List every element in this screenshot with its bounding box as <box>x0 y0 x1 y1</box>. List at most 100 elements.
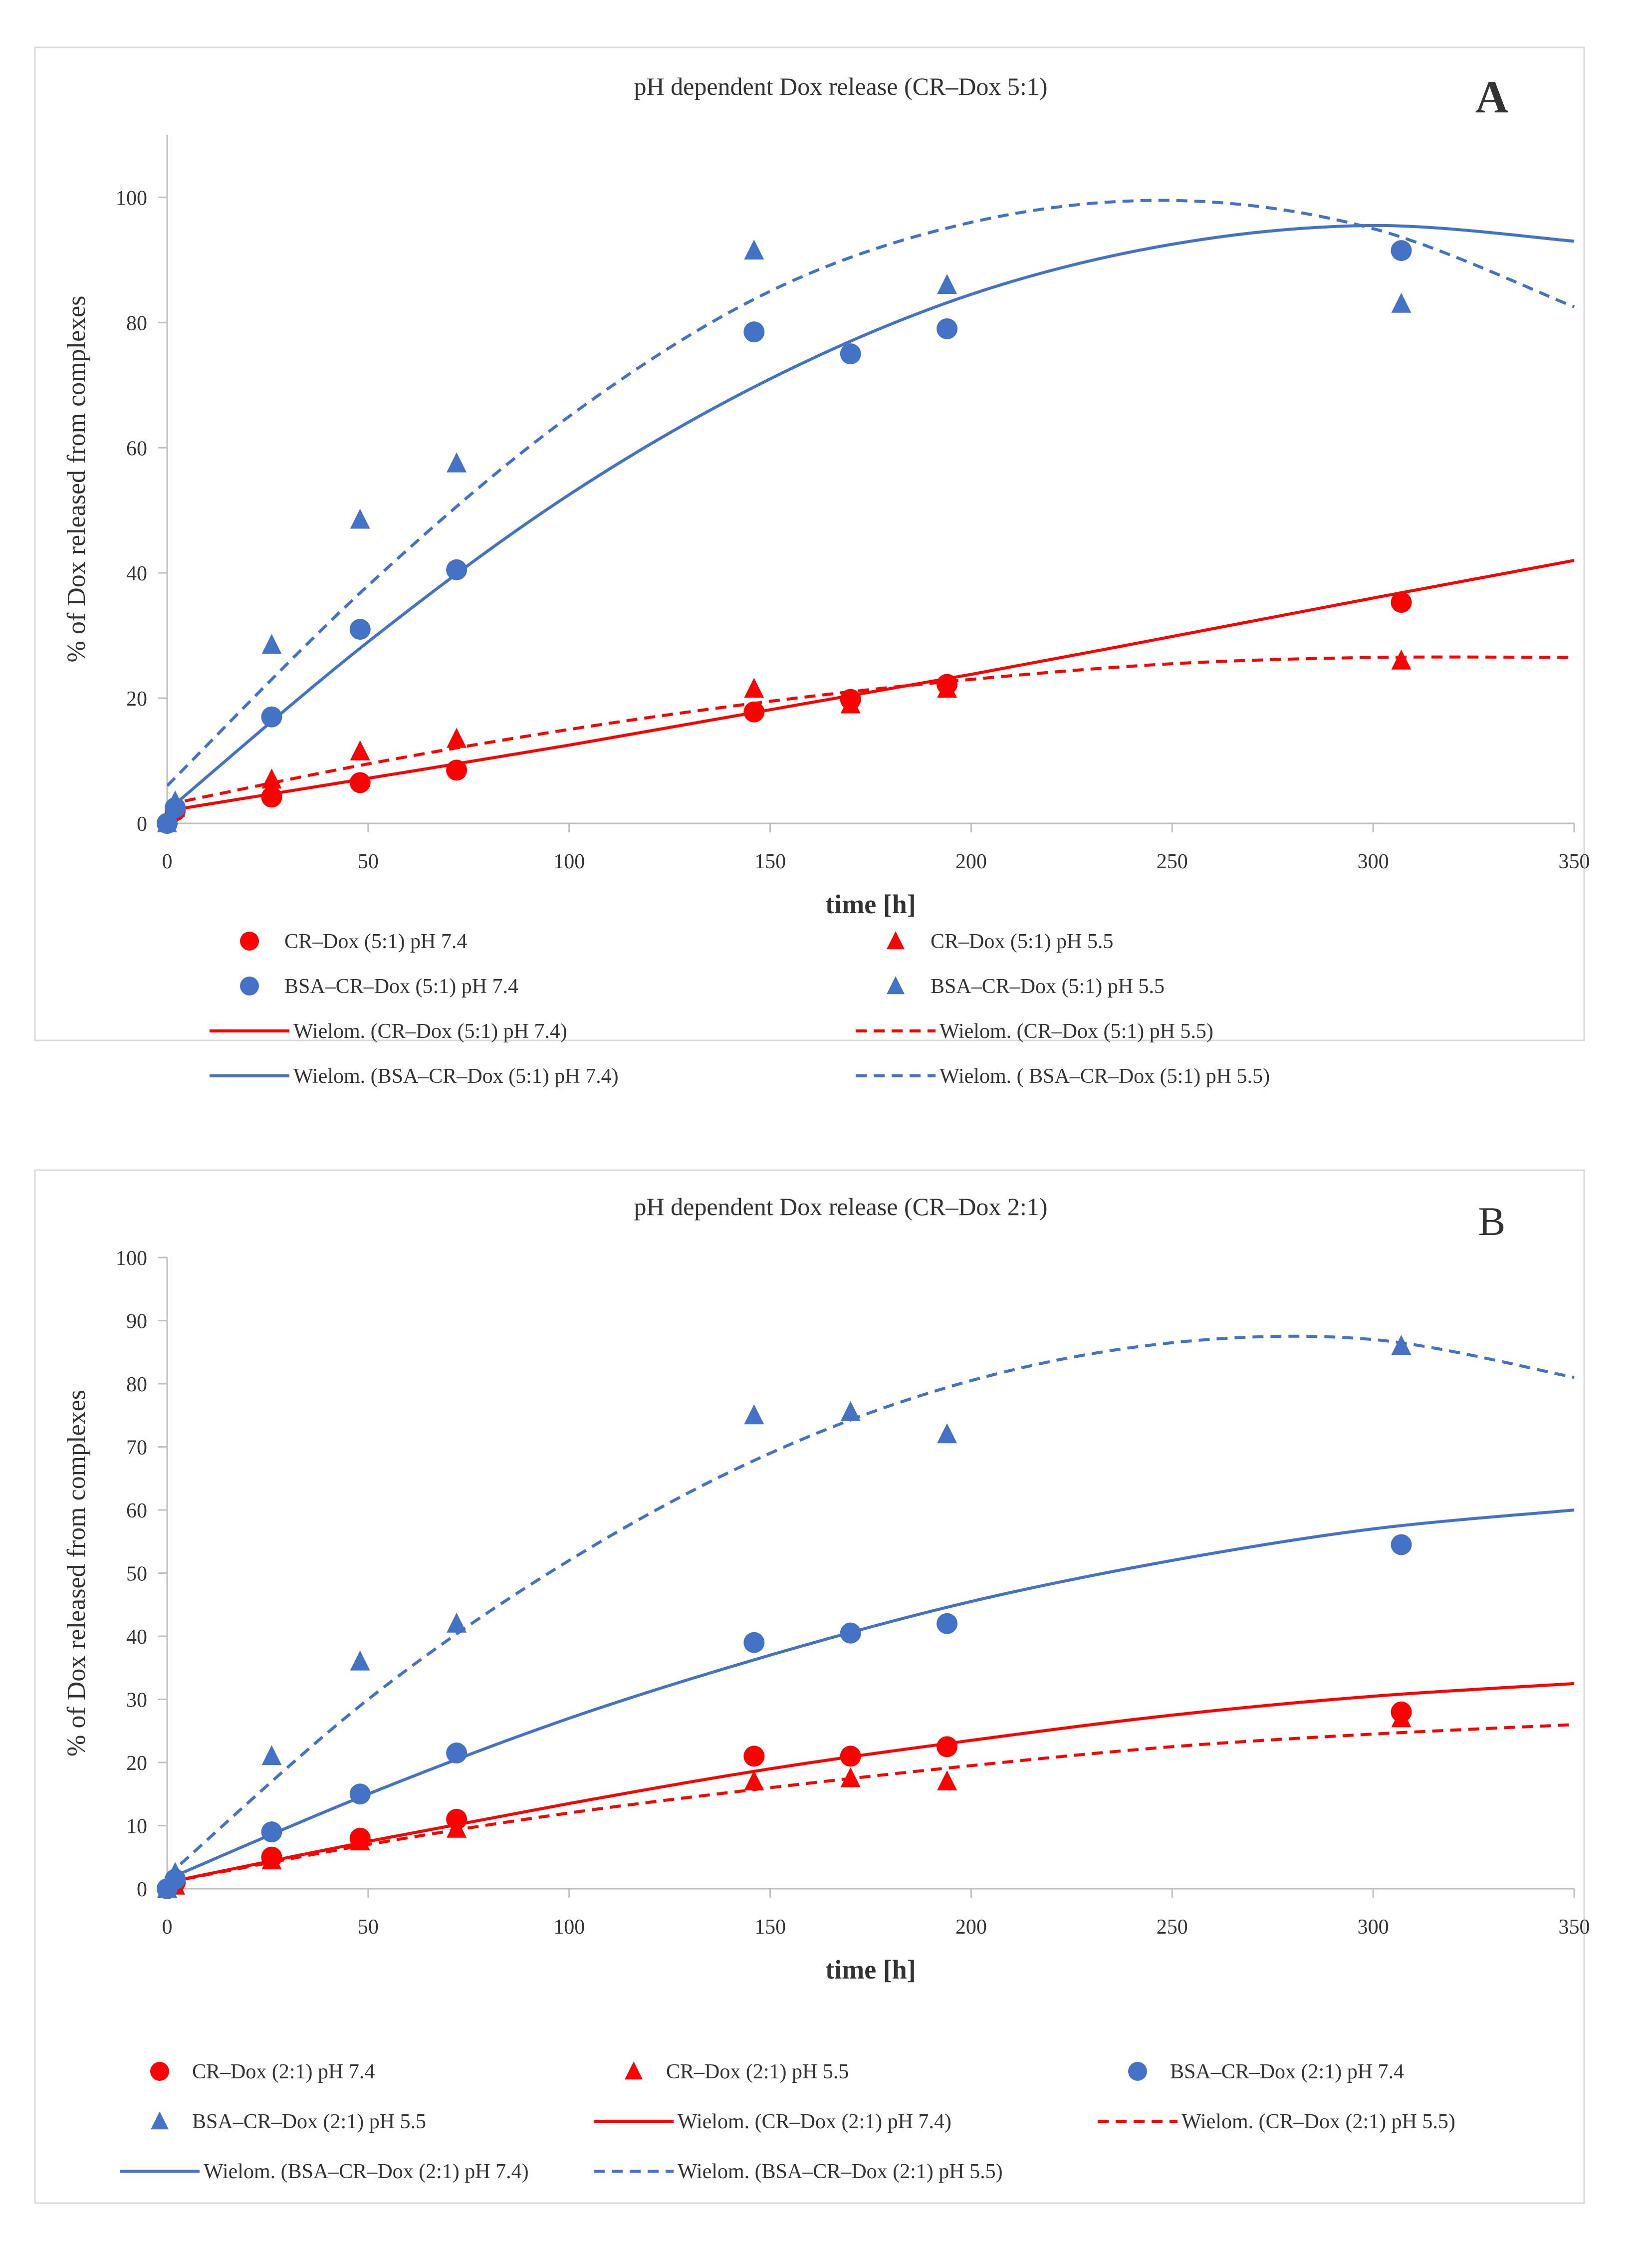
data-point-circle <box>743 1632 765 1653</box>
legend-label: BSA–CR–Dox (2:1) pH 5.5 <box>192 2110 426 2133</box>
trendline-blue-dashed <box>167 1334 1575 1877</box>
data-point-circle <box>743 321 765 343</box>
data-point-triangle <box>447 452 467 473</box>
legend-item: Wielom. (CR–Dox (2:1) pH 7.4) <box>594 2110 951 2133</box>
data-point-circle <box>349 1783 371 1805</box>
x-tick-label: 100 <box>553 850 585 873</box>
data-point-triangle <box>937 274 957 294</box>
legend-label: Wielom. (BSA–CR–Dox (5:1) pH 7.4) <box>293 1065 619 1088</box>
x-tick-label: 0 <box>162 1916 173 1939</box>
y-tick-label: 30 <box>126 1689 147 1712</box>
data-point-triangle <box>165 1862 186 1882</box>
x-tick-label: 150 <box>754 850 786 873</box>
data-point-triangle <box>840 1767 861 1787</box>
data-point-circle <box>840 343 861 365</box>
data-point-triangle <box>350 1830 370 1851</box>
legend-marker-circle <box>240 977 259 996</box>
y-tick-label: 10 <box>126 1815 147 1838</box>
legend-item: Wielom. (CR–Dox (5:1) pH 5.5) <box>856 1020 1213 1043</box>
data-point-circle <box>840 1622 861 1644</box>
chart-frame <box>34 1169 1585 2204</box>
legend-marker-triangle <box>151 2111 169 2130</box>
x-tick-label: 200 <box>955 1916 987 1939</box>
data-point-triangle <box>937 1770 957 1790</box>
x-tick-label: 50 <box>358 1916 379 1939</box>
legend-marker-circle <box>150 2062 169 2081</box>
legend-marker-triangle <box>887 931 905 950</box>
legend-item: Wielom. ( BSA–CR–Dox (5:1) pH 5.5) <box>856 1065 1270 1088</box>
y-tick-label: 0 <box>137 813 147 836</box>
data-point-triangle <box>157 1878 177 1898</box>
legend-item: CR–Dox (2:1) pH 7.4 <box>150 2060 375 2083</box>
data-point-triangle <box>1391 292 1412 313</box>
panel-label: B <box>1478 1199 1506 1244</box>
legend-marker-circle <box>240 932 259 951</box>
data-point-triangle <box>350 740 370 760</box>
x-tick-label: 350 <box>1559 850 1590 873</box>
x-tick-label: 350 <box>1559 1916 1590 1939</box>
data-point-triangle <box>744 240 764 260</box>
chart-title: pH dependent Dox release (CR–Dox 5:1) <box>634 72 1048 100</box>
x-tick-label: 200 <box>955 850 987 873</box>
data-point-triangle <box>350 1650 370 1671</box>
y-tick-label: 60 <box>126 1500 147 1522</box>
legend-item: CR–Dox (2:1) pH 5.5 <box>625 2060 849 2083</box>
x-tick-label: 300 <box>1358 1916 1389 1939</box>
y-tick-label: 80 <box>126 1373 147 1396</box>
y-tick-label: 90 <box>126 1310 147 1333</box>
trendline-blue-solid <box>167 1508 1575 1881</box>
data-point-circle <box>937 1736 958 1757</box>
x-tick-label: 300 <box>1358 850 1389 873</box>
data-point-triangle <box>937 678 957 698</box>
legend: CR–Dox (5:1) pH 7.4 CR–Dox (5:1) pH 5.5 BS… <box>210 930 1270 1088</box>
data-point-circle <box>937 1613 958 1634</box>
data-point-triangle <box>447 1612 467 1633</box>
data-point-triangle <box>261 1849 282 1870</box>
data-point-triangle <box>157 812 177 832</box>
data-point-triangle <box>350 508 370 529</box>
legend-label: BSA–CR–Dox (5:1) pH 7.4 <box>284 975 518 998</box>
chart-title: pH dependent Dox release (CR–Dox 2:1) <box>634 1193 1048 1221</box>
series-triangle-blue <box>157 240 1412 832</box>
legend-item: BSA–CR–Dox (2:1) pH 7.4 <box>1128 2060 1404 2083</box>
x-tick-label: 250 <box>1157 850 1188 873</box>
legend-marker-triangle <box>887 976 905 995</box>
data-point-circle <box>446 759 468 781</box>
data-point-circle <box>1391 592 1412 613</box>
trendline-red-dashed <box>167 655 1575 806</box>
data-point-triangle <box>744 1770 764 1790</box>
chart-panel-a: pH dependent Dox release (CR–Dox 5:1) A 0 2… <box>34 46 1590 1088</box>
data-point-circle <box>743 701 765 723</box>
y-tick-label: 100 <box>116 187 147 210</box>
data-point-circle <box>349 619 371 640</box>
panel-label: A <box>1475 71 1508 122</box>
legend-item: Wielom. (BSA–CR–Dox (2:1) pH 5.5) <box>594 2160 1003 2183</box>
trendline-blue-solid <box>167 224 1575 812</box>
x-tick-label: 0 <box>162 850 173 873</box>
x-tick-label: 100 <box>553 1916 585 1939</box>
data-point-triangle <box>261 768 282 789</box>
y-tick-label: 50 <box>126 1563 147 1586</box>
trendline-red-dashed <box>167 1723 1575 1884</box>
data-point-circle <box>446 1743 468 1764</box>
data-point-triangle <box>261 634 282 654</box>
data-point-circle <box>261 786 282 808</box>
legend-label: BSA–CR–Dox (5:1) pH 5.5 <box>931 975 1165 998</box>
legend-item: CR–Dox (5:1) pH 7.4 <box>240 930 467 953</box>
legend-label: CR–Dox (2:1) pH 7.4 <box>192 2060 375 2083</box>
y-axis-label: % of Dox released from complexes <box>62 296 91 663</box>
y-axis-label: % of Dox released from complexes <box>62 1390 91 1756</box>
legend-item: BSA–CR–Dox (5:1) pH 5.5 <box>887 975 1165 998</box>
data-point-triangle <box>1391 649 1412 670</box>
legend: CR–Dox (2:1) pH 7.4 CR–Dox (2:1) pH 5.5 BS… <box>120 2060 1455 2183</box>
legend-item: BSA–CR–Dox (2:1) pH 5.5 <box>151 2110 426 2133</box>
legend-label: BSA–CR–Dox (2:1) pH 7.4 <box>1170 2060 1404 2083</box>
data-point-circle <box>743 1746 765 1767</box>
legend-item: Wielom. (CR–Dox (5:1) pH 7.4) <box>210 1020 567 1043</box>
y-tick-label: 80 <box>126 312 147 335</box>
data-point-circle <box>446 559 468 580</box>
legend-item: BSA–CR–Dox (5:1) pH 7.4 <box>240 975 518 998</box>
legend-item: Wielom. (CR–Dox (2:1) pH 5.5) <box>1098 2110 1455 2133</box>
chart-panel-b: pH dependent Dox release (CR–Dox 2:1) B 0 1… <box>34 1169 1590 2204</box>
